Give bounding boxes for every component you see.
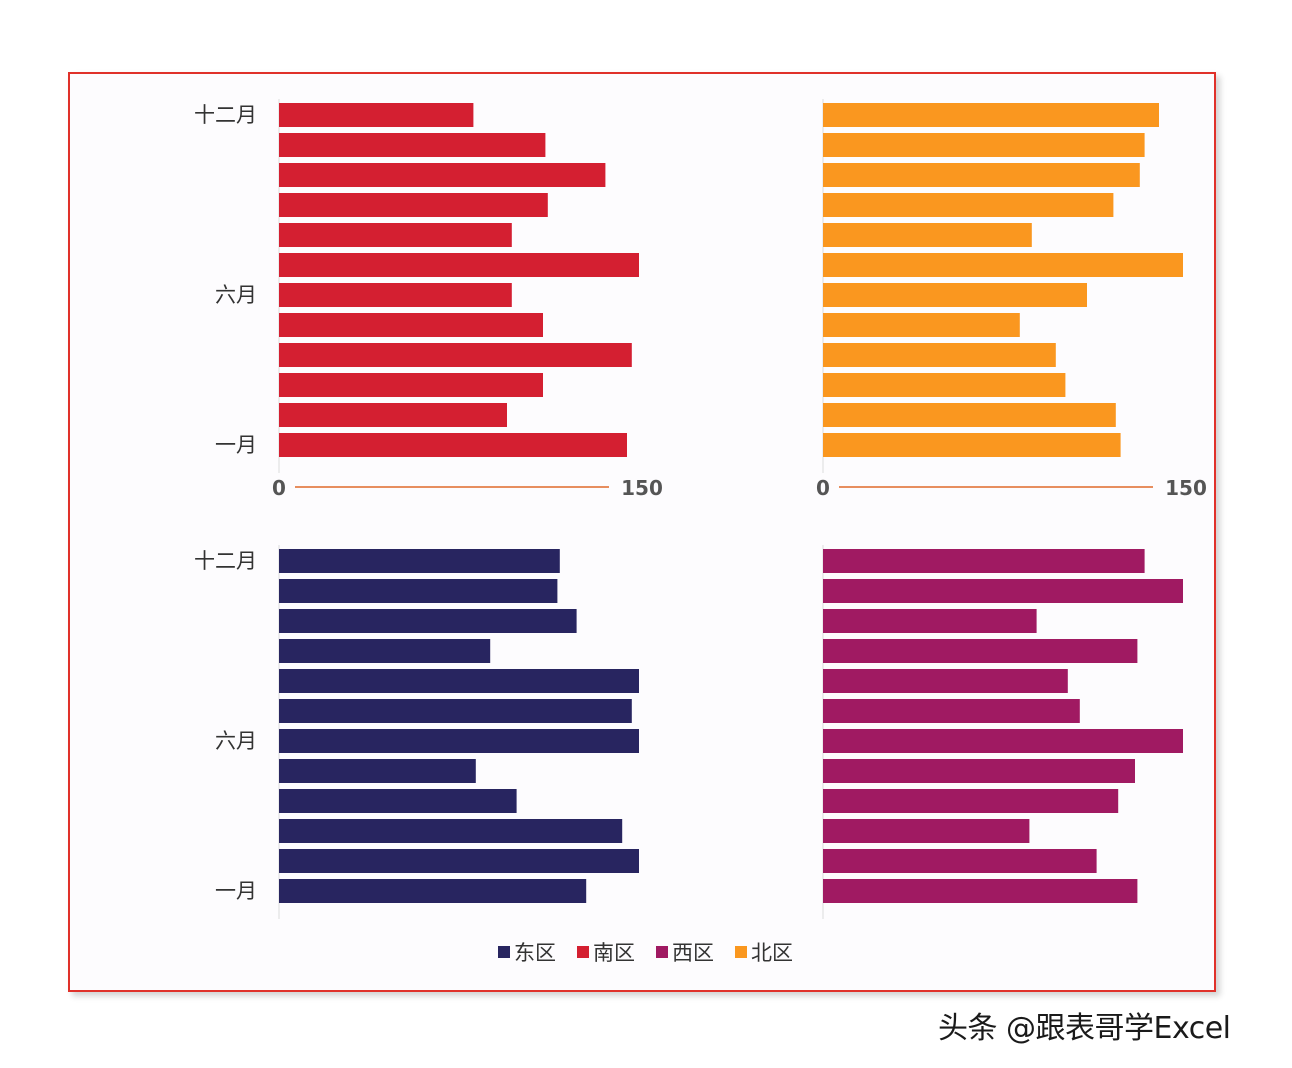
- bar-北区-3: [823, 373, 1066, 397]
- bar-西区-3: [823, 819, 1030, 843]
- category-label: 六月: [215, 283, 257, 307]
- bar-南区-4: [279, 343, 632, 367]
- bar-北区-5: [823, 313, 1020, 337]
- bar-北区-11: [823, 133, 1145, 157]
- bar-北区-2: [823, 403, 1116, 427]
- bar-东区-2: [279, 849, 639, 873]
- category-label: 一月: [215, 879, 257, 903]
- bar-东区-12: [279, 549, 560, 573]
- legend-swatch: [656, 946, 668, 958]
- bar-北区-4: [823, 343, 1056, 367]
- bar-东区-4: [279, 789, 517, 813]
- category-label: 一月: [215, 433, 257, 457]
- bar-北区-8: [823, 223, 1032, 247]
- bar-西区-1: [823, 879, 1138, 903]
- bar-东区-5: [279, 759, 476, 783]
- bar-北区-1: [823, 433, 1121, 457]
- bar-东区-9: [279, 639, 491, 663]
- bar-东区-6: [279, 729, 639, 753]
- bar-北区-9: [823, 193, 1114, 217]
- bar-东区-11: [279, 579, 558, 603]
- bar-西区-4: [823, 789, 1119, 813]
- bar-东区-10: [279, 609, 577, 633]
- bar-南区-11: [279, 133, 546, 157]
- bar-西区-2: [823, 849, 1097, 873]
- category-label: 十二月: [194, 549, 257, 573]
- bar-北区-12: [823, 103, 1159, 127]
- bar-东区-1: [279, 879, 587, 903]
- legend-swatch: [735, 946, 747, 958]
- bar-南区-9: [279, 193, 548, 217]
- bar-西区-5: [823, 759, 1135, 783]
- bar-西区-9: [823, 639, 1138, 663]
- bar-西区-11: [823, 579, 1183, 603]
- bar-南区-7: [279, 253, 639, 277]
- bar-南区-12: [279, 103, 474, 127]
- bar-西区-6: [823, 729, 1183, 753]
- x-tick-label: 150: [1165, 476, 1207, 500]
- bar-北区-6: [823, 283, 1087, 307]
- legend-label: 西区: [672, 941, 714, 965]
- bar-南区-3: [279, 373, 543, 397]
- bar-西区-8: [823, 669, 1068, 693]
- bar-南区-8: [279, 223, 512, 247]
- bar-南区-10: [279, 163, 606, 187]
- bar-北区-7: [823, 253, 1183, 277]
- bar-南区-6: [279, 283, 512, 307]
- bar-南区-1: [279, 433, 627, 457]
- bar-西区-10: [823, 609, 1037, 633]
- watermark-text: 头条 @跟表哥学Excel: [938, 1011, 1231, 1046]
- bar-东区-8: [279, 669, 639, 693]
- legend-label: 北区: [751, 941, 793, 965]
- category-label: 十二月: [194, 103, 257, 127]
- bar-西区-7: [823, 699, 1080, 723]
- bar-北区-10: [823, 163, 1140, 187]
- bar-西区-12: [823, 549, 1145, 573]
- x-tick-label: 0: [272, 476, 286, 500]
- x-tick-label: 150: [621, 476, 663, 500]
- bar-东区-3: [279, 819, 623, 843]
- legend-swatch: [577, 946, 589, 958]
- bar-东区-7: [279, 699, 632, 723]
- bar-南区-5: [279, 313, 543, 337]
- bar-南区-2: [279, 403, 507, 427]
- x-tick-label: 0: [816, 476, 830, 500]
- legend-swatch: [498, 946, 510, 958]
- legend-label: 南区: [593, 941, 635, 965]
- category-label: 六月: [215, 729, 257, 753]
- legend-label: 东区: [514, 941, 556, 965]
